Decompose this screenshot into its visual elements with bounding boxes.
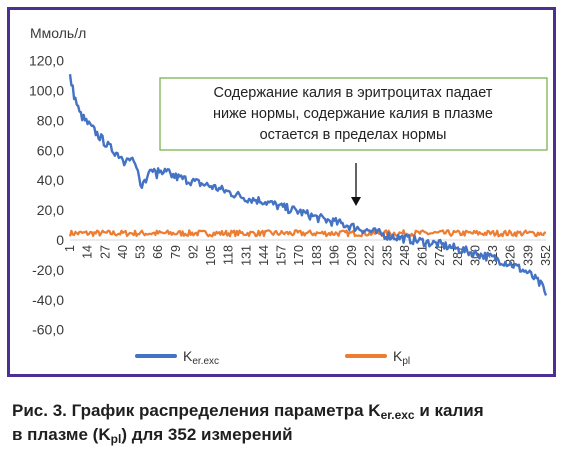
y-tick-label: 20,0 bbox=[37, 202, 64, 218]
x-tick-label: 209 bbox=[345, 245, 359, 266]
y-tick-label: 40,0 bbox=[37, 172, 64, 188]
x-tick-label: 40 bbox=[116, 245, 130, 259]
y-tick-label: -60,0 bbox=[32, 322, 64, 338]
series-line-ker-exc bbox=[68, 74, 548, 296]
x-tick-label: 170 bbox=[292, 245, 306, 266]
x-tick-label: 183 bbox=[310, 245, 324, 266]
x-tick-label: 92 bbox=[186, 245, 200, 259]
x-tick-label: 14 bbox=[81, 245, 95, 259]
y-axis-title: Ммоль/л bbox=[30, 25, 86, 41]
x-tick-label: 79 bbox=[169, 245, 183, 259]
y-tick-label: -20,0 bbox=[32, 262, 64, 278]
annotation-line-3: остается в пределах нормы bbox=[260, 127, 447, 143]
x-tick-label: 261 bbox=[416, 245, 430, 266]
x-tick-label: 66 bbox=[151, 245, 165, 259]
x-tick-label: 248 bbox=[398, 245, 412, 266]
y-tick-label: 0 bbox=[56, 232, 64, 248]
annotation-box bbox=[159, 77, 548, 151]
annotation-arrowhead bbox=[351, 197, 361, 206]
figure-frame bbox=[7, 7, 556, 377]
x-tick-label: 157 bbox=[275, 245, 289, 266]
x-tick-label: 300 bbox=[469, 245, 483, 266]
legend-label-pl: Kpl bbox=[393, 348, 410, 367]
series-line-kpl bbox=[68, 229, 547, 238]
caption-line2-start: в плазме ( bbox=[12, 425, 99, 444]
legend-label-exc: Ker.exc bbox=[183, 348, 219, 367]
x-tick-labels: 1 14 27 40 53 66 79 92 105 118 131 144 157 170 183 196 2… bbox=[63, 245, 553, 266]
x-tick-label: 27 bbox=[98, 245, 112, 259]
y-tick-label: -40,0 bbox=[32, 292, 64, 308]
y-tick-label: 100,0 bbox=[29, 83, 64, 99]
figure-caption: Рис. 3. График распределения параметра K… bbox=[12, 399, 564, 447]
caption-k1: K bbox=[368, 401, 381, 420]
x-tick-label: 352 bbox=[539, 245, 553, 266]
y-tick-labels: 120,0 100,0 80,0 60,0 40,0 20,0 0 -20,0 -40,0 -60… bbox=[29, 53, 64, 338]
x-tick-label: 196 bbox=[327, 245, 341, 266]
caption-end: ) для 352 измерений bbox=[121, 425, 293, 444]
series-layer bbox=[68, 74, 548, 296]
caption-k2-sub: pl bbox=[110, 432, 122, 446]
x-tick-label: 53 bbox=[134, 245, 148, 259]
annotation-line-1: Содержание калия в эритроцитах падает bbox=[214, 85, 493, 101]
y-tick-label: 60,0 bbox=[37, 142, 64, 158]
x-tick-label: 274 bbox=[433, 245, 447, 266]
legend: Ker.exc Kpl bbox=[135, 348, 410, 367]
caption-k2: K bbox=[98, 425, 111, 444]
annotation-line-2: ниже нормы, содержание калия в плазме bbox=[213, 106, 493, 122]
annotation-callout: Содержание калия в эритроцитах падает ни… bbox=[159, 77, 548, 206]
y-tick-label: 120,0 bbox=[29, 53, 64, 69]
x-tick-label: 222 bbox=[363, 245, 377, 266]
x-tick-label: 118 bbox=[222, 245, 236, 265]
caption-middle: и калия bbox=[414, 401, 484, 420]
x-tick-label: 1 bbox=[63, 245, 77, 252]
x-tick-label: 235 bbox=[380, 245, 394, 266]
caption-prefix: Рис. 3. График распределения параметра bbox=[12, 401, 369, 420]
x-tick-label: 131 bbox=[239, 245, 253, 266]
y-tick-label: 80,0 bbox=[37, 112, 64, 128]
x-tick-label: 339 bbox=[521, 245, 535, 266]
x-tick-label: 326 bbox=[504, 245, 518, 266]
caption-k1-sub: er.exc bbox=[380, 408, 415, 422]
x-tick-label: 144 bbox=[257, 245, 271, 266]
x-tick-label: 105 bbox=[204, 245, 218, 266]
